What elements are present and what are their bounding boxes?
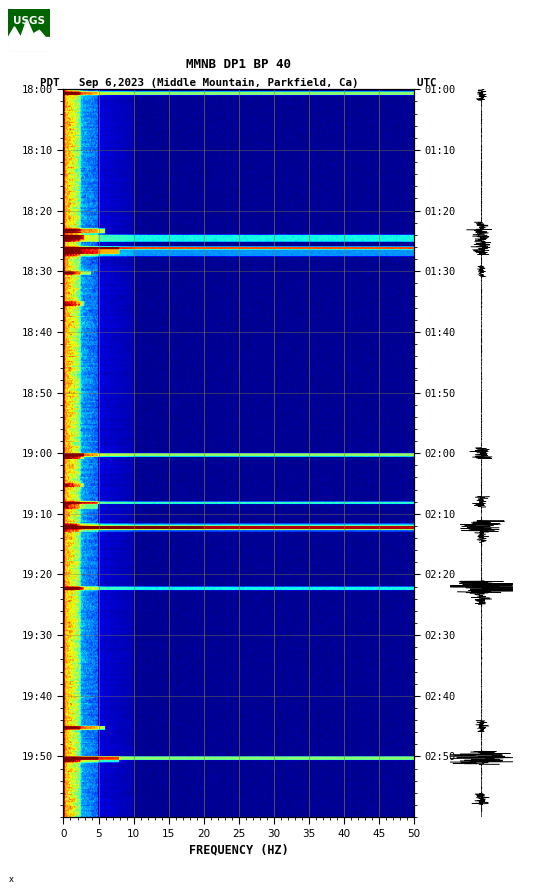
Polygon shape (8, 20, 50, 52)
Text: MMNB DP1 BP 40: MMNB DP1 BP 40 (186, 57, 291, 71)
Text: x: x (8, 875, 13, 884)
X-axis label: FREQUENCY (HZ): FREQUENCY (HZ) (189, 843, 289, 856)
Text: USGS: USGS (13, 16, 45, 26)
Text: PDT   Sep 6,2023 (Middle Mountain, Parkfield, Ca)         UTC: PDT Sep 6,2023 (Middle Mountain, Parkfie… (40, 78, 437, 88)
